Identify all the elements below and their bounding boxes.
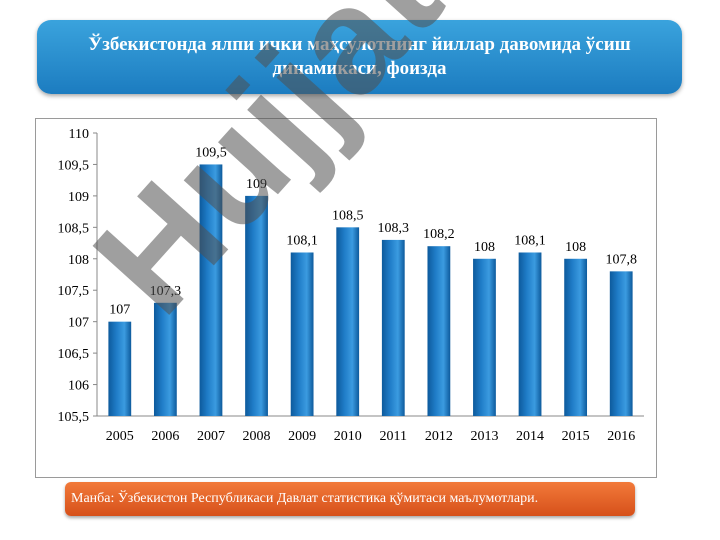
bar-2016 — [609, 271, 633, 416]
y-tick-label: 106 — [68, 379, 89, 394]
bar-2013 — [473, 258, 496, 416]
data-label-2011: 108,3 — [378, 221, 410, 236]
x-tick-label: 2014 — [516, 429, 544, 444]
y-tick-label: 105,5 — [58, 410, 90, 425]
data-label-2009: 108,1 — [286, 233, 318, 248]
x-tick-label: 2006 — [151, 429, 179, 444]
data-label-2012: 108,2 — [423, 227, 455, 242]
y-tick-label: 110 — [69, 127, 89, 142]
x-tick-label: 2008 — [243, 429, 271, 444]
x-tick-label: 2016 — [607, 429, 635, 444]
bar-2008 — [245, 195, 268, 416]
x-tick-label: 2013 — [470, 429, 498, 444]
bar-2012 — [427, 246, 451, 416]
data-label-2007: 109,5 — [195, 145, 227, 160]
y-tick-label: 108 — [68, 253, 89, 268]
bar-2014 — [518, 252, 542, 416]
data-label-2015: 108 — [565, 240, 586, 255]
bar-2006 — [153, 302, 177, 416]
data-label-2016: 107,8 — [605, 252, 637, 267]
y-tick-label: 107,5 — [58, 284, 90, 299]
data-label-2006: 107,3 — [150, 284, 182, 299]
bar-2011 — [381, 239, 405, 416]
data-label-2010: 108,5 — [332, 208, 364, 223]
data-label-2014: 108,1 — [514, 233, 546, 248]
data-label-2008: 109 — [246, 177, 267, 192]
bar-2015 — [564, 258, 588, 416]
bar-2009 — [290, 252, 314, 416]
bar-2007 — [199, 164, 223, 416]
y-tick-label: 108,5 — [58, 221, 90, 236]
y-tick-label: 107 — [68, 316, 89, 331]
x-tick-label: 2007 — [197, 429, 225, 444]
bar-2010 — [336, 227, 360, 416]
x-tick-label: 2011 — [380, 429, 407, 444]
chart-title: Ўзбекистонда ялпи ички маҳсулотнинг йилл… — [37, 20, 682, 94]
x-tick-label: 2010 — [334, 429, 362, 444]
x-tick-label: 2012 — [425, 429, 453, 444]
data-label-2013: 108 — [474, 240, 495, 255]
source-note: Манба: Ўзбекистон Республикаси Давлат ст… — [65, 482, 635, 516]
x-tick-label: 2015 — [562, 429, 590, 444]
y-tick-label: 109,5 — [58, 158, 90, 173]
y-tick-label: 109 — [68, 190, 89, 205]
x-tick-label: 2009 — [288, 429, 316, 444]
y-tick-label: 106,5 — [58, 347, 90, 362]
x-tick-label: 2005 — [106, 429, 134, 444]
bar-chart: 110 109,5 109 108,5 108 107,5 107 106,5 106 105,5… — [58, 127, 644, 444]
data-label-2005: 107 — [109, 303, 130, 318]
chart-area: 110 109,5 109 108,5 108 107,5 107 106,5 106 105,5… — [35, 118, 657, 478]
bar-2005 — [108, 321, 132, 416]
